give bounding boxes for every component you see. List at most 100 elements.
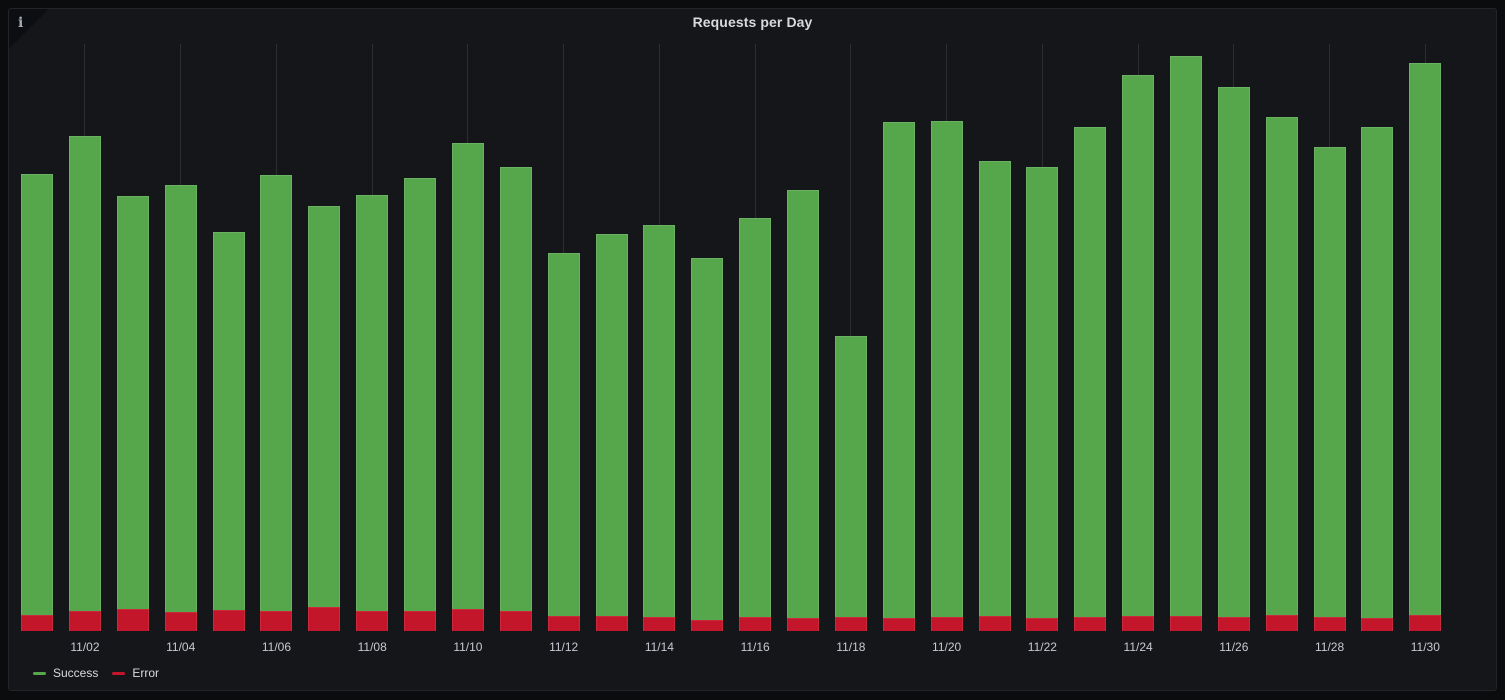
error-segment [499,611,532,631]
x-axis-label: 11/26 [1219,640,1249,654]
x-axis-label: 11/24 [1123,640,1153,654]
bar-11/03[interactable] [116,196,149,631]
bar-11/26[interactable] [1217,87,1250,631]
legend-item-error[interactable]: Error [112,666,159,680]
error-segment [260,611,293,631]
bar-11/08[interactable] [356,195,389,631]
success-segment [739,218,772,617]
bar-11/29[interactable] [1361,127,1394,631]
error-segment [212,610,245,631]
bar-11/05[interactable] [212,232,245,631]
x-axis-label: 11/20 [932,640,962,654]
success-segment [1361,127,1394,618]
success-segment [404,178,437,611]
legend-label: Success [53,666,99,680]
error-segment [1409,615,1442,631]
success-segment [1074,127,1107,617]
error-segment [691,620,724,631]
bar-11/11[interactable] [499,167,532,631]
error-segment [930,617,963,631]
bar-11/12[interactable] [547,253,580,631]
x-axis-label: 11/04 [166,640,196,654]
bar-11/07[interactable] [308,206,341,631]
success-segment [68,136,101,611]
x-axis-label: 11/30 [1410,640,1440,654]
success-segment [787,190,820,618]
success-segment [643,225,676,617]
success-segment [1313,147,1346,617]
success-segment [21,174,54,615]
bar-11/21[interactable] [978,161,1011,631]
error-segment [1217,617,1250,631]
success-segment [1122,75,1155,616]
panel-title[interactable]: Requests per Day [692,14,813,30]
bar-11/18[interactable] [834,336,867,631]
error-segment [882,618,915,631]
legend-swatch-error [112,671,126,675]
bar-11/06[interactable] [260,175,293,631]
success-segment [1409,63,1442,615]
x-axis-label: 11/16 [740,640,770,654]
error-segment [1026,618,1059,631]
bar-11/23[interactable] [1074,127,1107,631]
error-segment [164,612,197,631]
error-segment [643,617,676,631]
error-segment [1122,616,1155,631]
error-segment [834,617,867,631]
chart-plot-area[interactable]: 11/02 11/04 11/06 11/08 11/10 11/12 11/14 11/16… [9,9,1496,690]
success-segment [1265,117,1298,615]
error-segment [1265,615,1298,631]
bar-11/10[interactable] [451,143,484,631]
success-segment [308,206,341,607]
success-segment [1026,167,1059,618]
x-axis-label: 11/10 [453,640,483,654]
bar-11/16[interactable] [739,218,772,631]
bar-11/13[interactable] [595,234,628,631]
panel-info-corner[interactable] [9,9,49,49]
x-axis-label: 11/18 [836,640,866,654]
bar-11/27[interactable] [1265,117,1298,631]
success-segment [547,253,580,616]
bar-11/28[interactable] [1313,147,1346,631]
bar-11/09[interactable] [404,178,437,631]
x-axis-label: 11/28 [1315,640,1345,654]
error-segment [595,616,628,631]
bar-11/22[interactable] [1026,167,1059,631]
legend-item-success[interactable]: Success [33,666,98,680]
x-axis-label: 11/08 [357,640,387,654]
success-segment [164,185,197,612]
bar-11/02[interactable] [68,136,101,631]
bar-11/17[interactable] [787,190,820,631]
x-axis-label: 11/02 [70,640,100,654]
success-segment [212,232,245,610]
x-axis-label: 11/14 [644,640,674,654]
success-segment [260,175,293,611]
success-segment [356,195,389,611]
error-segment [356,611,389,631]
bar-11/20[interactable] [930,121,963,631]
error-segment [404,611,437,631]
success-segment [834,336,867,617]
success-segment [691,258,724,620]
bar-11/15[interactable] [691,258,724,631]
bar-11/24[interactable] [1122,75,1155,631]
x-axis-label: 11/12 [549,640,579,654]
success-segment [1169,56,1202,616]
error-segment [68,611,101,631]
error-segment [1169,616,1202,631]
bar-11/01[interactable] [21,174,54,631]
legend-swatch-success [33,671,46,675]
panel-requests-per-day: 11/02 11/04 11/06 11/08 11/10 11/12 11/14 11/16… [8,8,1497,691]
bar-11/04[interactable] [164,185,197,631]
bar-11/30[interactable] [1409,63,1442,631]
success-segment [499,167,532,611]
error-segment [1074,617,1107,631]
error-segment [547,616,580,631]
success-segment [930,121,963,617]
bar-11/14[interactable] [643,225,676,631]
error-segment [739,617,772,631]
bar-11/19[interactable] [882,122,915,631]
bar-11/25[interactable] [1169,56,1202,631]
error-segment [21,615,54,631]
error-segment [1361,618,1394,631]
